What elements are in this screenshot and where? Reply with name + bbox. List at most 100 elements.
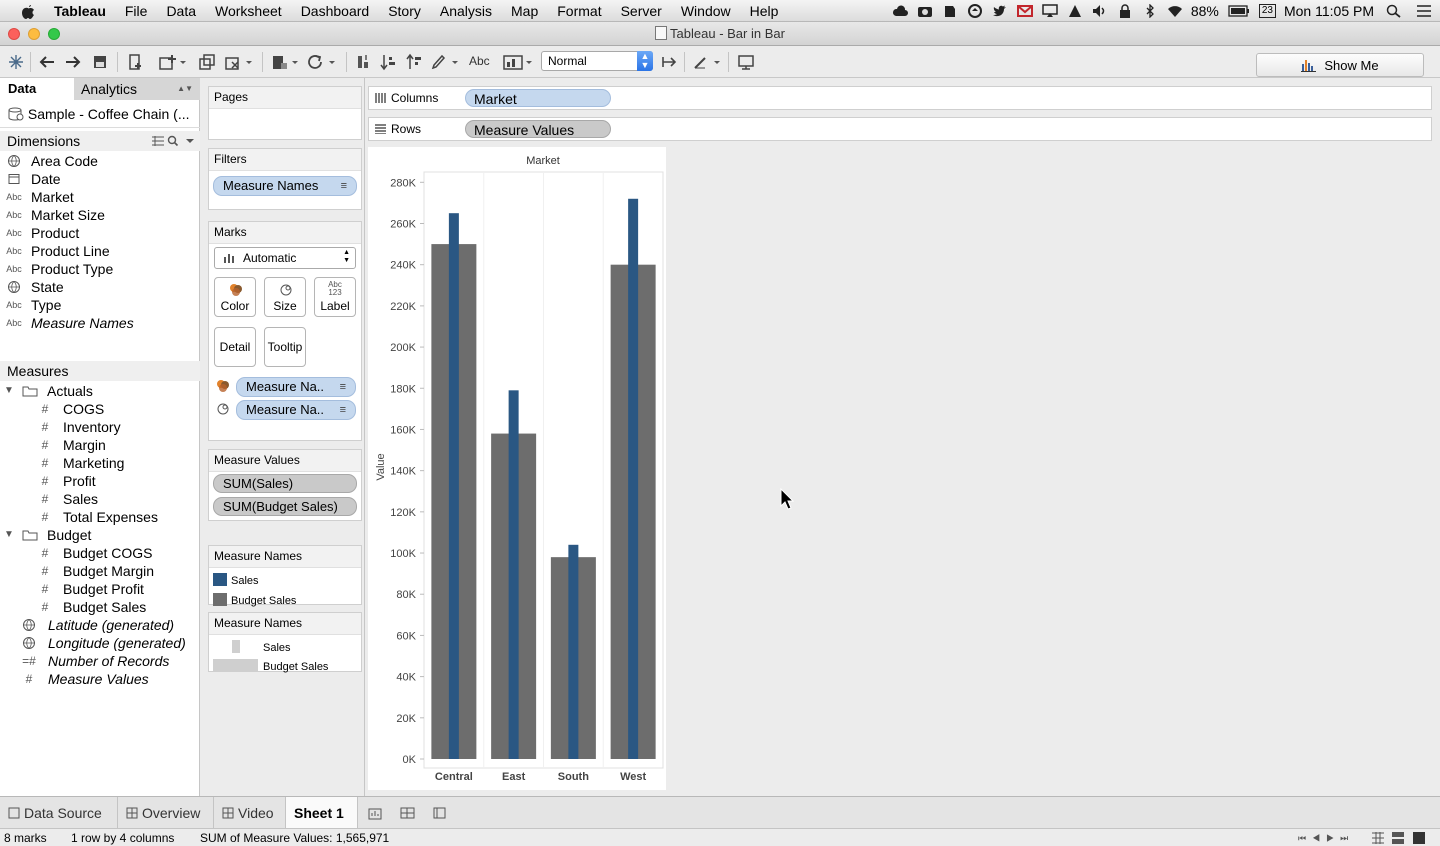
volume-icon[interactable] — [1092, 4, 1108, 18]
field-type[interactable]: Abc Type — [0, 296, 200, 314]
bluetooth-icon[interactable] — [1142, 4, 1158, 18]
rows-shelf[interactable]: Rows Measure Values — [368, 117, 1432, 141]
field-measure-names[interactable]: Abc Measure Names — [0, 314, 200, 332]
window-zoom-button[interactable] — [48, 28, 60, 40]
field-measure-values[interactable]: # Measure Values — [0, 670, 200, 688]
dimensions-menu-icon[interactable] — [185, 136, 195, 146]
field-market[interactable]: Abc Market — [0, 188, 200, 206]
menu-format[interactable]: Format — [557, 2, 602, 19]
x-tick-label-central[interactable]: Central — [435, 771, 473, 783]
pane-menu-arrow-icon[interactable]: ▲▼ — [177, 84, 193, 93]
field-date[interactable]: Date — [0, 170, 200, 188]
spotlight-search-icon[interactable] — [1386, 4, 1402, 18]
new-datasource-icon[interactable] — [126, 53, 144, 71]
menu-app-tableau[interactable]: Tableau — [54, 2, 106, 19]
chart-area[interactable]: Market Value 0K 20K 40K 60K 80K 100K 120K 140K 1… — [368, 147, 666, 790]
size-pill-measure-names[interactable]: Measure Na.. ≡ — [236, 400, 356, 420]
swap-rows-columns-icon[interactable] — [354, 53, 372, 71]
tooltip-button[interactable]: Tooltip — [264, 327, 306, 367]
new-worksheet-icon[interactable] — [158, 53, 188, 71]
marks-card[interactable]: Marks Automatic ▲ ▼ Color Size Abc 123 Labe… — [208, 221, 362, 441]
menu-analysis[interactable]: Analysis — [439, 2, 493, 19]
field-number-of-records[interactable]: =# Number of Records — [0, 652, 200, 670]
new-worksheet-tab-icon[interactable] — [368, 806, 384, 820]
tableau-logo-icon[interactable] — [7, 53, 25, 71]
camera-icon[interactable] — [917, 4, 933, 18]
detail-button[interactable]: Detail — [214, 327, 256, 367]
filter-pill-measure-names[interactable]: Measure Names ≡ — [213, 176, 357, 196]
bar-sales-east[interactable] — [508, 390, 519, 759]
lock-icon[interactable] — [1117, 4, 1133, 18]
view-toggle-icon[interactable] — [151, 136, 165, 146]
bar-sales-south[interactable] — [568, 544, 579, 759]
x-tick-label-east[interactable]: East — [502, 771, 526, 783]
pause-updates-icon[interactable] — [270, 53, 300, 71]
twitter-icon[interactable] — [992, 4, 1008, 18]
window-minimize-button[interactable] — [28, 28, 40, 40]
measure-values-card[interactable]: Measure Values SUM(Sales) SUM(Budget Sal… — [208, 449, 362, 521]
disclosure-triangle-icon[interactable]: ▼ — [4, 385, 14, 396]
field-total-expenses[interactable]: # Total Expenses — [0, 508, 200, 526]
size-legend-item-budget-sales[interactable]: Budget Sales — [213, 659, 328, 673]
presentation-mode-icon[interactable] — [737, 53, 755, 71]
label-button[interactable]: Abc 123 Label — [314, 277, 356, 317]
field-cogs[interactable]: # COGS — [0, 400, 200, 418]
undo-icon[interactable] — [38, 53, 56, 71]
field-market-size[interactable]: Abc Market Size — [0, 206, 200, 224]
view-size-select[interactable]: Normal ▲ ▼ — [541, 51, 653, 71]
columns-shelf[interactable]: Columns Market — [368, 86, 1432, 110]
menu-file[interactable]: File — [124, 2, 148, 19]
new-dashboard-tab-icon[interactable] — [400, 806, 416, 820]
color-pill-measure-names[interactable]: Measure Na.. ≡ — [236, 377, 356, 397]
field-product-type[interactable]: Abc Product Type — [0, 260, 200, 278]
disclosure-triangle-icon[interactable]: ▼ — [4, 529, 14, 540]
color-button[interactable]: Color — [214, 277, 256, 317]
field-latitude[interactable]: Latitude (generated) — [0, 616, 200, 634]
mv-pill-sum-sales[interactable]: SUM(Sales) — [213, 474, 357, 493]
tab-data[interactable]: Data — [0, 78, 74, 100]
folder-budget[interactable]: ▼ Budget — [0, 526, 200, 544]
menu-worksheet[interactable]: Worksheet — [215, 2, 282, 19]
clear-sheet-icon[interactable] — [224, 53, 254, 71]
field-profit[interactable]: # Profit — [0, 472, 200, 490]
field-inventory[interactable]: # Inventory — [0, 418, 200, 436]
show-filmstrip-icon[interactable] — [1372, 832, 1384, 844]
bar-sales-west[interactable] — [628, 198, 639, 759]
apple-icon[interactable] — [18, 3, 38, 19]
sheet-navigation-icons[interactable]: ⏮◀▶⏭ — [1298, 833, 1355, 843]
size-legend-item-sales[interactable]: Sales — [213, 640, 291, 654]
mv-pill-sum-budget-sales[interactable]: SUM(Budget Sales) — [213, 497, 357, 516]
menu-dashboard[interactable]: Dashboard — [300, 2, 370, 19]
menu-map[interactable]: Map — [511, 2, 539, 19]
field-sales[interactable]: # Sales — [0, 490, 200, 508]
field-margin[interactable]: # Margin — [0, 436, 200, 454]
format-workbook-icon[interactable] — [692, 53, 722, 71]
field-product[interactable]: Abc Product — [0, 224, 200, 242]
sort-descending-icon[interactable] — [406, 53, 424, 71]
airplay-icon[interactable] — [1042, 4, 1058, 18]
show-mark-labels-button[interactable]: Abc — [469, 54, 490, 68]
refresh-icon[interactable] — [307, 53, 337, 71]
mail-icon[interactable] — [1016, 4, 1033, 18]
bar-in-bar-chart[interactable]: Market Value 0K 20K 40K 60K 80K 100K 120K 140K 1… — [368, 147, 666, 790]
menu-server[interactable]: Server — [620, 2, 662, 19]
field-budget-margin[interactable]: # Budget Margin — [0, 562, 200, 580]
menu-help[interactable]: Help — [749, 2, 779, 19]
new-story-tab-icon[interactable] — [432, 806, 448, 820]
show-me-button[interactable]: Show Me — [1256, 53, 1424, 77]
tab-video[interactable]: Video — [214, 797, 286, 829]
x-tick-label-west[interactable]: West — [620, 771, 646, 783]
find-field-icon[interactable] — [167, 135, 179, 147]
color-legend-card[interactable]: Measure Names Sales Budget Sales — [208, 545, 362, 607]
cloud-icon[interactable] — [892, 4, 908, 18]
size-button[interactable]: Size — [264, 277, 306, 317]
menu-window[interactable]: Window — [680, 2, 731, 19]
sync-icon[interactable] — [967, 4, 983, 18]
field-product-line[interactable]: Abc Product Line — [0, 242, 200, 260]
fit-menu-icon[interactable] — [502, 53, 534, 71]
tab-overview[interactable]: Overview — [118, 797, 214, 829]
size-legend-card[interactable]: Measure Names Sales Budget Sales — [208, 612, 362, 673]
evernote-icon[interactable] — [942, 4, 958, 18]
window-close-button[interactable] — [8, 28, 20, 40]
legend-item-budget-sales[interactable]: Budget Sales — [213, 593, 296, 607]
